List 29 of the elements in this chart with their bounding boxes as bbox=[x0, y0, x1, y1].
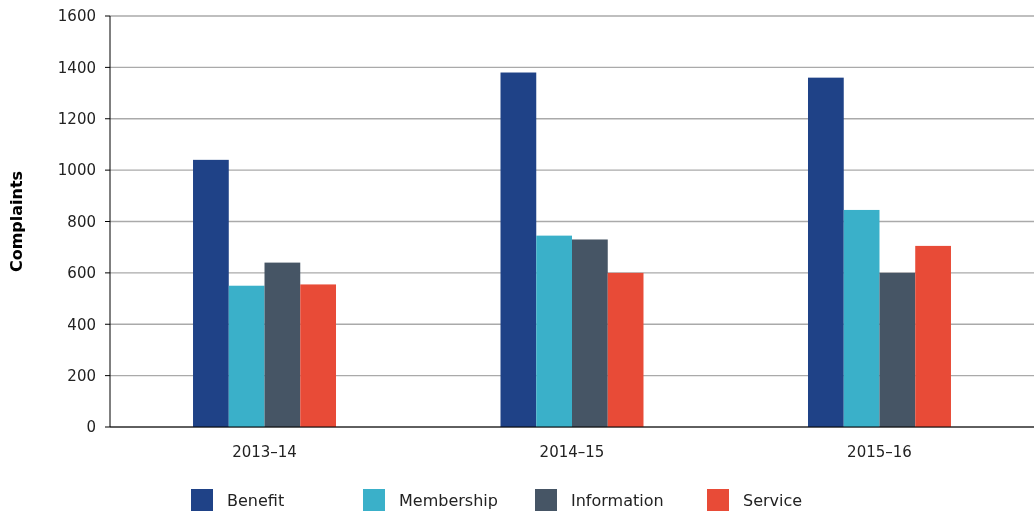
legend-label: Information bbox=[571, 490, 664, 510]
bar bbox=[915, 245, 951, 427]
x-tick-label: 2015–16 bbox=[847, 443, 912, 461]
y-tick-label: 200 bbox=[67, 366, 96, 385]
y-tick-label: 0 bbox=[86, 418, 96, 437]
bar bbox=[500, 72, 537, 427]
legend-label: Benefit bbox=[227, 490, 285, 510]
y-tick-label: 800 bbox=[67, 212, 96, 231]
bar bbox=[879, 272, 916, 427]
bar bbox=[607, 272, 644, 427]
y-tick-label: 1000 bbox=[57, 161, 96, 180]
legend-label: Membership bbox=[399, 490, 498, 510]
y-tick-label: 400 bbox=[67, 315, 96, 334]
x-tick-label: 2014–15 bbox=[539, 443, 605, 461]
bar bbox=[572, 239, 608, 427]
bar bbox=[228, 285, 265, 427]
bar bbox=[264, 262, 301, 427]
bar bbox=[808, 77, 844, 427]
bar bbox=[536, 235, 572, 427]
bar bbox=[843, 209, 880, 427]
y-tick-label: 1200 bbox=[57, 110, 96, 128]
y-tick-label: 600 bbox=[67, 264, 96, 283]
y-axis-title: Complaints bbox=[7, 170, 26, 273]
legend-label: Service bbox=[743, 490, 803, 510]
y-tick-label: 1400 bbox=[57, 58, 96, 77]
y-tick-label: 1600 bbox=[57, 7, 96, 26]
bar bbox=[300, 284, 336, 427]
x-tick-label: 2013–14 bbox=[232, 443, 297, 461]
bar bbox=[193, 159, 229, 427]
